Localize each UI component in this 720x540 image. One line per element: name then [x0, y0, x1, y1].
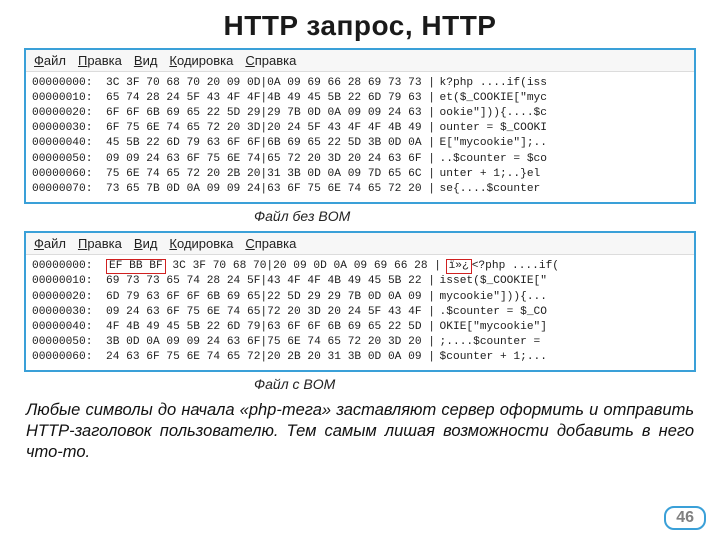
menu-item[interactable]: Правка	[78, 53, 122, 68]
hex-row: 00000000:EF BB BF 3C 3F 70 68 70|20 09 0…	[32, 259, 688, 274]
menu-item[interactable]: Вид	[134, 236, 158, 251]
hex-row: 00000040:4F 4B 49 45 5B 22 6D 79|63 6F 6…	[32, 320, 688, 335]
hex-row: 00000040:45 5B 22 6D 79 63 6F 6F|6B 69 6…	[32, 136, 688, 151]
menu-item[interactable]: Справка	[245, 53, 296, 68]
hex-row: 00000050:09 09 24 63 6F 75 6E 74|65 72 2…	[32, 152, 688, 167]
hex-dump: 00000000:3C 3F 70 68 70 20 09 0D|0A 09 6…	[26, 72, 694, 202]
page-number-badge: 46	[664, 506, 706, 530]
caption-no-bom: Файл без BOM	[254, 208, 414, 226]
menu-item[interactable]: Кодировка	[169, 53, 233, 68]
hex-row: 00000020:6D 79 63 6F 6F 6B 69 65|22 5D 2…	[32, 290, 688, 305]
hex-row: 00000050:3B 0D 0A 09 09 24 63 6F|75 6E 7…	[32, 335, 688, 350]
hex-row: 00000060:24 63 6F 75 6E 74 65 72|20 2B 2…	[32, 350, 688, 365]
hex-row: 00000060:75 6E 74 65 72 20 2B 20|31 3B 0…	[32, 167, 688, 182]
menu-item[interactable]: Правка	[78, 236, 122, 251]
menu-item[interactable]: Файл	[34, 236, 66, 251]
menu-item[interactable]: Файл	[34, 53, 66, 68]
menu-item[interactable]: Кодировка	[169, 236, 233, 251]
hex-row: 00000020:6F 6F 6B 69 65 22 5D 29|29 7B 0…	[32, 106, 688, 121]
hex-row: 00000010:65 74 28 24 5F 43 4F 4F|4B 49 4…	[32, 91, 688, 106]
hex-row: 00000030:6F 75 6E 74 65 72 20 3D|20 24 5…	[32, 121, 688, 136]
bom-bytes-highlight: EF BB BF	[106, 259, 166, 273]
bom-text-highlight: ï»¿	[446, 259, 472, 273]
hex-dump: 00000000:EF BB BF 3C 3F 70 68 70|20 09 0…	[26, 255, 694, 370]
menubar: Файл Правка Вид Кодировка Справка	[26, 50, 694, 72]
caption-with-bom: Файл с BOM	[254, 376, 414, 394]
hex-row: 00000070:73 65 7B 0D 0A 09 09 24|63 6F 7…	[32, 182, 688, 197]
hex-row: 00000000:3C 3F 70 68 70 20 09 0D|0A 09 6…	[32, 76, 688, 91]
explanation-paragraph: Любые символы до начала «php-тега» заста…	[26, 400, 694, 463]
menu-item[interactable]: Справка	[245, 236, 296, 251]
hex-row: 00000010:69 73 73 65 74 28 24 5F|43 4F 4…	[32, 274, 688, 289]
page-title: HTTP запрос, HTTP	[24, 10, 696, 42]
menubar: Файл Правка Вид Кодировка Справка	[26, 233, 694, 255]
hex-row: 00000030:09 24 63 6F 75 6E 74 65|72 20 3…	[32, 305, 688, 320]
hex-panel-with-bom: Файл Правка Вид Кодировка Справка 00000000:E…	[24, 231, 696, 372]
hex-panel-no-bom: Файл Правка Вид Кодировка Справка 00000000:3…	[24, 48, 696, 204]
menu-item[interactable]: Вид	[134, 53, 158, 68]
